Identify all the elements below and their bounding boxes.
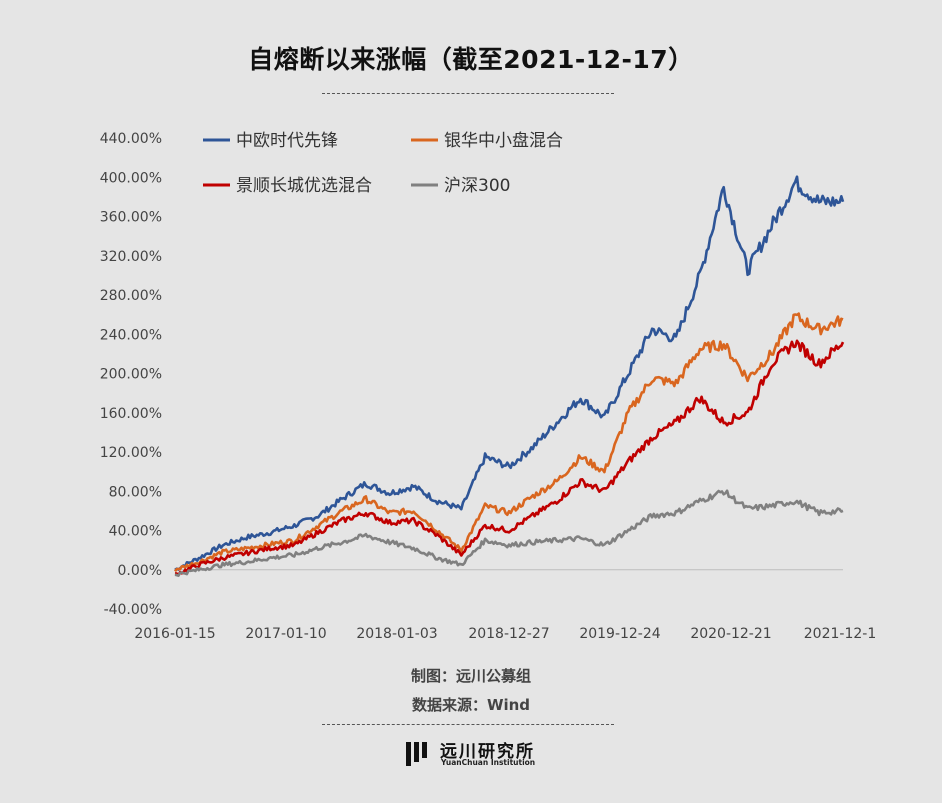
x-tick-label: 2018-12-27 <box>468 626 549 642</box>
chart-title: 自熔断以来涨幅（截至2021-12-17） <box>248 45 694 74</box>
footer-divider <box>322 724 614 725</box>
y-tick-label: 120.00% <box>100 445 162 461</box>
line-chart: -40.00% 0.00% 40.00% 80.00% 120.00% 160.00% 20… <box>100 131 877 642</box>
yuanchuan-logo: 远川研究所 YuanChuan Institution <box>404 737 544 771</box>
chart-maker-credit: 制图：远川公募组 <box>410 667 531 685</box>
x-tick-label: 2016-01-15 <box>134 626 215 642</box>
y-tick-label: 320.00% <box>100 249 162 265</box>
y-tick-label: 440.00% <box>100 131 162 147</box>
series-line-0 <box>174 175 845 571</box>
data-source-credit: 数据来源：Wind <box>411 696 531 714</box>
legend-label: 银华中小盘混合 <box>444 131 563 151</box>
y-tick-label: 200.00% <box>100 367 162 383</box>
logo-mark-icon <box>406 742 427 766</box>
y-tick-label: 360.00% <box>100 210 162 226</box>
y-tick-label: -40.00% <box>104 602 162 618</box>
legend-label: 中欧时代先锋 <box>236 131 338 151</box>
x-tick-label: 2018-01-03 <box>356 626 437 642</box>
legend-label: 景顺长城优选混合 <box>236 176 372 196</box>
x-tick-label: 2017-01-10 <box>245 626 326 642</box>
y-tick-label: 400.00% <box>100 170 162 186</box>
y-tick-label: 240.00% <box>100 327 162 343</box>
y-tick-label: 280.00% <box>100 288 162 304</box>
series-line-2 <box>174 339 845 577</box>
x-tick-label: 2020-12-21 <box>690 626 771 642</box>
series-line-3 <box>174 489 844 578</box>
legend-label: 沪深300 <box>444 176 510 196</box>
y-tick-label: 40.00% <box>109 524 162 540</box>
y-tick-label: 80.00% <box>109 484 162 500</box>
y-tick-label: 0.00% <box>118 563 162 579</box>
logo-name-cn: 远川研究所 <box>440 742 535 762</box>
series-line-1 <box>173 312 844 573</box>
x-tick-label: 2019-12-24 <box>579 626 660 642</box>
x-tick-label: 2021-12-1 <box>804 626 876 642</box>
y-tick-label: 160.00% <box>100 406 162 422</box>
title-divider <box>322 93 614 94</box>
logo-name-en: YuanChuan Institution <box>441 758 536 767</box>
